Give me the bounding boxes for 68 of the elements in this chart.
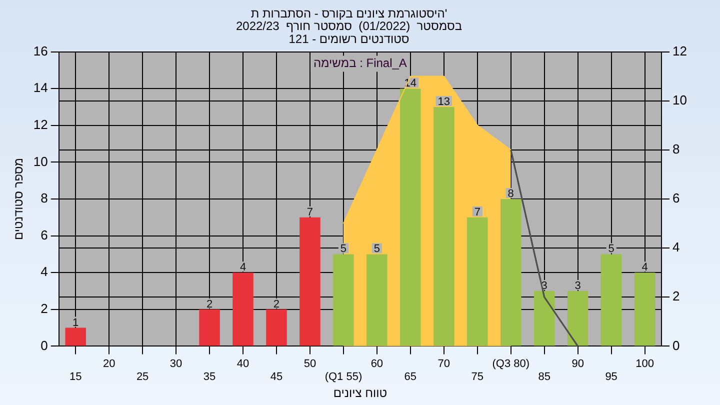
bar	[199, 309, 220, 346]
bar	[300, 217, 320, 346]
y-tick-label: 14	[33, 80, 48, 96]
data-label: 13	[438, 96, 450, 108]
bar	[500, 199, 522, 346]
y-tick-label: 6	[40, 227, 48, 242]
annotation: במשימה : Final_A	[313, 56, 407, 70]
x-tick-label: 85	[538, 371, 550, 384]
y-tick-label: 8	[40, 190, 48, 206]
data-label: 5	[340, 243, 347, 256]
y2-tick-label: 6	[672, 190, 680, 206]
x-tick-label: 25	[136, 371, 149, 384]
x-tick-label: (Q1 55)	[324, 371, 362, 384]
y2-tick-label: 12	[672, 43, 688, 58]
bar	[467, 217, 488, 346]
x-tick-label: 40	[236, 358, 250, 370]
y2-tick-label: 2	[672, 288, 680, 304]
bar	[567, 291, 588, 346]
y-tick-label: 2	[40, 300, 48, 316]
data-label: 5	[608, 243, 614, 256]
x-tick-label: 30	[170, 358, 182, 370]
bar	[65, 328, 86, 346]
x-tick-label: 35	[203, 371, 216, 384]
data-label: 7	[306, 206, 314, 218]
bar	[333, 254, 354, 346]
y-axis-title: מספר סטודנטים	[12, 158, 26, 240]
bar	[400, 88, 421, 346]
x-tick-label: 75	[471, 371, 484, 384]
y2-tick-label: 8	[672, 142, 680, 157]
y2-tick-label: 10	[672, 92, 688, 108]
bar	[434, 107, 454, 346]
y-tick-label: 16	[33, 43, 48, 58]
x-tick-label: 45	[270, 371, 283, 384]
x-tick-label: 60	[370, 358, 384, 370]
y-tick-label: 4	[40, 264, 48, 280]
bar	[366, 254, 388, 346]
y2-tick-label: 4	[672, 240, 680, 255]
x-tick-label: 100	[636, 358, 654, 370]
bar	[266, 309, 287, 346]
x-tick-label: 15	[69, 371, 82, 384]
bar	[600, 254, 622, 346]
text: סטודנטים רשומים - 121	[288, 32, 410, 46]
bar	[232, 272, 254, 346]
data-label: 8	[508, 188, 514, 200]
y2-tick-label: 0	[672, 338, 680, 353]
x-tick-label: 50	[304, 358, 316, 370]
data-label: 2	[206, 298, 213, 310]
data-label: 4	[642, 262, 648, 274]
bar	[634, 272, 656, 346]
y-tick-label: 0	[40, 338, 48, 353]
data-label: 2	[273, 298, 280, 310]
data-label: 3	[574, 280, 581, 292]
y-tick-label: 12	[33, 116, 48, 132]
x-tick-label: 95	[605, 371, 618, 384]
data-label: 4	[240, 262, 246, 274]
text: בסמסטר (01/2022) סמסטר חורף 2022/23	[236, 19, 462, 34]
x-tick-label: (Q3 80)	[492, 358, 530, 370]
x-tick-label: 20	[102, 358, 116, 370]
x-tick-label: 70	[438, 358, 450, 370]
bar	[534, 291, 555, 346]
data-label: 1	[72, 316, 79, 329]
y-tick-label: 10	[33, 154, 48, 169]
x-tick-label: 90	[572, 358, 584, 370]
text: היסטוגרמת ציונים בקורס - הסתברות ת'	[250, 6, 448, 21]
data-label: 7	[474, 206, 480, 218]
x-axis-title: טווח ציונים	[333, 386, 388, 400]
x-tick-label: 65	[404, 371, 417, 384]
data-label: 5	[374, 243, 380, 256]
